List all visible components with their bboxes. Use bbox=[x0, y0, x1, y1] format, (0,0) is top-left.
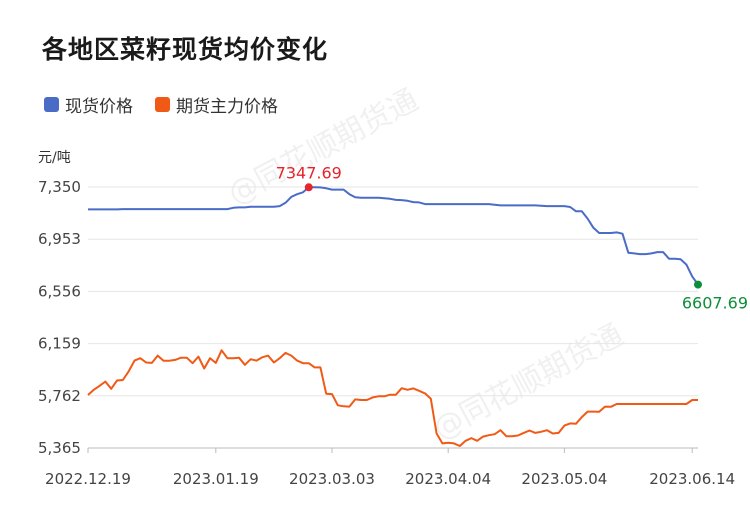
spot-price-line bbox=[88, 186, 699, 286]
max-point-marker bbox=[304, 183, 313, 192]
y-tick-label: 5,365 bbox=[38, 439, 81, 457]
x-tick-label: 2023.05.04 bbox=[521, 470, 607, 488]
y-tick-label: 6,159 bbox=[38, 335, 81, 353]
legend-swatch-spot bbox=[44, 97, 59, 112]
watermark: @同花顺期货通 bbox=[427, 318, 629, 447]
watermarks: @同花顺期货通 @同花顺期货通 bbox=[222, 83, 629, 447]
last-point-marker bbox=[694, 280, 702, 289]
legend: 现货价格 期货主力价格 bbox=[44, 92, 300, 117]
x-tick-label: 2022.12.19 bbox=[45, 470, 131, 488]
y-tick-label: 5,762 bbox=[38, 387, 81, 405]
series-lines bbox=[87, 186, 699, 447]
y-tick-label: 6,953 bbox=[38, 230, 81, 248]
grid bbox=[88, 186, 698, 449]
x-tick-label: 2023.04.04 bbox=[405, 470, 491, 488]
futures-price-line bbox=[87, 349, 698, 447]
legend-label-spot: 现货价格 bbox=[65, 97, 133, 117]
chart-title: 各地区菜籽现货均价变化 bbox=[42, 35, 329, 64]
y-axis-unit: 元/吨 bbox=[38, 150, 71, 166]
legend-swatch-futures bbox=[155, 97, 170, 112]
last-point-label: 6607.69 bbox=[682, 294, 748, 313]
watermark: @同花顺期货通 bbox=[222, 83, 424, 212]
legend-item-spot[interactable]: 现货价格 bbox=[44, 92, 133, 117]
annotations: 7347.69 6607.69 bbox=[276, 163, 748, 312]
y-tick-label: 7,350 bbox=[38, 178, 81, 196]
x-tick-label: 2023.01.19 bbox=[173, 470, 259, 488]
x-tick-label: 2023.06.14 bbox=[649, 470, 735, 488]
max-point-label: 7347.69 bbox=[276, 163, 342, 182]
x-axis: 2022.12.19 2023.01.19 2023.03.03 2023.04.04… bbox=[45, 447, 735, 488]
y-tick-label: 6,556 bbox=[38, 282, 81, 300]
x-tick-label: 2023.03.03 bbox=[289, 470, 375, 488]
y-axis-labels: 7,350 6,953 6,556 6,159 5,762 5,365 bbox=[38, 178, 81, 457]
legend-label-futures: 期货主力价格 bbox=[176, 97, 278, 117]
legend-item-futures[interactable]: 期货主力价格 bbox=[155, 92, 278, 117]
